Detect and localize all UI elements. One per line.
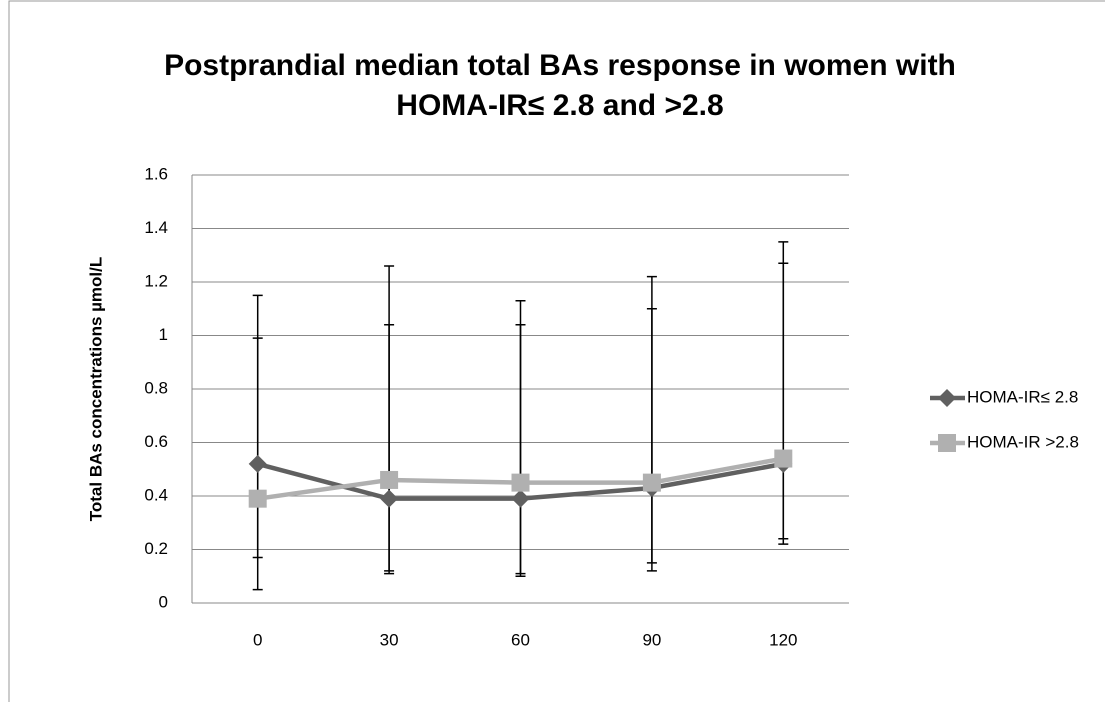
marker [380, 489, 399, 508]
marker [774, 449, 793, 468]
y-tick-label: 1 [159, 325, 168, 344]
y-tick-label: 1.2 [144, 271, 168, 290]
marker [642, 473, 661, 492]
marker [938, 389, 956, 407]
x-tick-label: 90 [642, 630, 661, 649]
chart-title: Postprandial median total BAs response i… [164, 49, 956, 82]
error-bar [778, 262, 789, 545]
y-tick-label: 0.4 [144, 485, 168, 504]
x-tick-label: 120 [769, 630, 797, 649]
error-bar [515, 324, 526, 577]
legend-text: HOMA-IR≤ 2.8 [967, 387, 1078, 406]
frame [8, 0, 1105, 702]
marker [380, 470, 399, 489]
marker [511, 473, 530, 492]
marker [248, 454, 267, 473]
error-bar [384, 324, 395, 575]
chart-title: HOMA-IR≤ 2.8 and >2.8 [396, 89, 723, 122]
y-tick-label: 0 [159, 592, 168, 611]
marker [938, 434, 956, 452]
x-tick-label: 0 [253, 630, 262, 649]
x-tick-label: 60 [511, 630, 530, 649]
y-tick-label: 0.2 [144, 539, 168, 558]
marker [248, 489, 267, 508]
y-tick-label: 1.6 [144, 164, 168, 183]
y-tick-label: 0.8 [144, 378, 168, 397]
error-bar [646, 308, 657, 572]
x-tick-label: 30 [380, 630, 399, 649]
y-tick-label: 0.6 [144, 432, 168, 451]
y-tick-label: 1.4 [144, 218, 168, 237]
y-axis-label: Total BAs concentrations µmol/L [86, 257, 105, 522]
legend-text: HOMA-IR >2.8 [967, 432, 1079, 451]
marker [511, 489, 530, 508]
